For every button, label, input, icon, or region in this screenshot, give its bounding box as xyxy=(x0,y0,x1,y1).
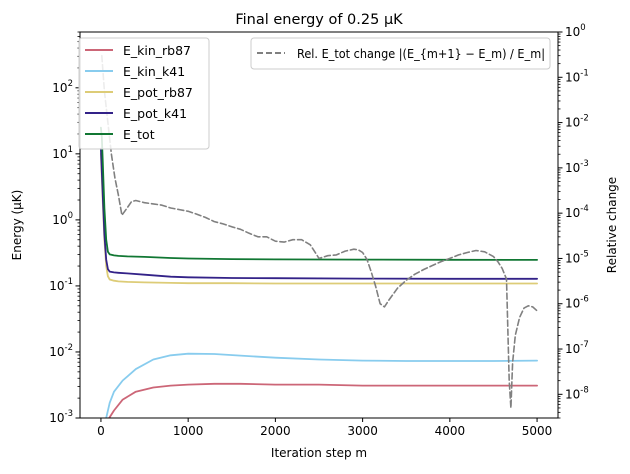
y-tick-label-right: 10-7 xyxy=(565,340,589,356)
x-tick-label: 5000 xyxy=(522,424,553,438)
series-line-e-pot-k41 xyxy=(100,147,538,280)
y-tick-label-left: 10-1 xyxy=(49,277,73,293)
y-tick-label-right: 10-4 xyxy=(565,204,589,220)
x-tick-label: 0 xyxy=(97,424,105,438)
series-line-rel-change xyxy=(101,54,538,409)
legend-label-e-pot-k41: E_pot_k41 xyxy=(123,106,187,121)
legend-left: E_kin_rb87 E_kin_k41 E_pot_rb87 E_pot_k4… xyxy=(78,37,210,150)
y-tick-label-right: 10-6 xyxy=(565,295,589,311)
y2-axis-label: Relative change xyxy=(605,177,619,273)
y-tick-label-left: 10-2 xyxy=(49,343,73,359)
series-line-e-kin-rb87 xyxy=(108,382,538,418)
legend-label-e-kin-rb87: E_kin_rb87 xyxy=(123,43,191,58)
legend-label-rel-change: Rel. E_tot change |(E_{m+1} − E_m) / E_m… xyxy=(297,47,545,61)
x-tick-label: 1000 xyxy=(173,424,204,438)
legend-label-e-kin-k41: E_kin_k41 xyxy=(123,64,185,79)
y-tick-label-left: 101 xyxy=(52,145,73,161)
legend-label-e-tot: E_tot xyxy=(123,127,155,142)
series-line-e-kin-k41 xyxy=(105,352,538,418)
legend-left-box xyxy=(78,37,210,150)
y-tick-label-right: 10-8 xyxy=(565,385,589,401)
x-tick-label: 2000 xyxy=(260,424,291,438)
x-tick-label: 4000 xyxy=(435,424,466,438)
y-axis-label: Energy (µK) xyxy=(10,190,24,261)
chart-title: Final energy of 0.25 µK xyxy=(235,12,403,28)
legend-label-e-pot-rb87: E_pot_rb87 xyxy=(123,85,193,100)
y-tick-label-right: 100 xyxy=(565,23,586,39)
y-tick-label-right: 10-1 xyxy=(565,68,589,84)
y-tick-label-right: 10-5 xyxy=(565,249,589,265)
x-axis-label: Iteration step m xyxy=(271,446,367,460)
x-axis: 0 1000 2000 3000 4000 5000 xyxy=(97,418,552,438)
y-tick-label-left: 10-3 xyxy=(49,409,73,425)
y-tick-label-left: 100 xyxy=(52,211,73,227)
y-tick-label-right: 10-2 xyxy=(565,114,589,130)
legend-right-box xyxy=(250,37,551,70)
y-tick-label-left: 102 xyxy=(52,79,73,95)
y-axis-left: 10-3 10-2 10-1 100 101 102 xyxy=(49,31,80,425)
y-tick-label-right: 10-3 xyxy=(565,159,589,175)
y-axis-right: 10-8 10-7 10-6 10-5 10-4 10-3 10-2 10-1 100 xyxy=(558,23,589,419)
series-line-e-tot xyxy=(100,126,538,261)
series-layer xyxy=(100,54,538,418)
legend-right: Rel. E_tot change |(E_{m+1} − E_m) / E_m… xyxy=(250,37,551,70)
plot-frame xyxy=(79,31,559,419)
x-tick-label: 3000 xyxy=(347,424,378,438)
